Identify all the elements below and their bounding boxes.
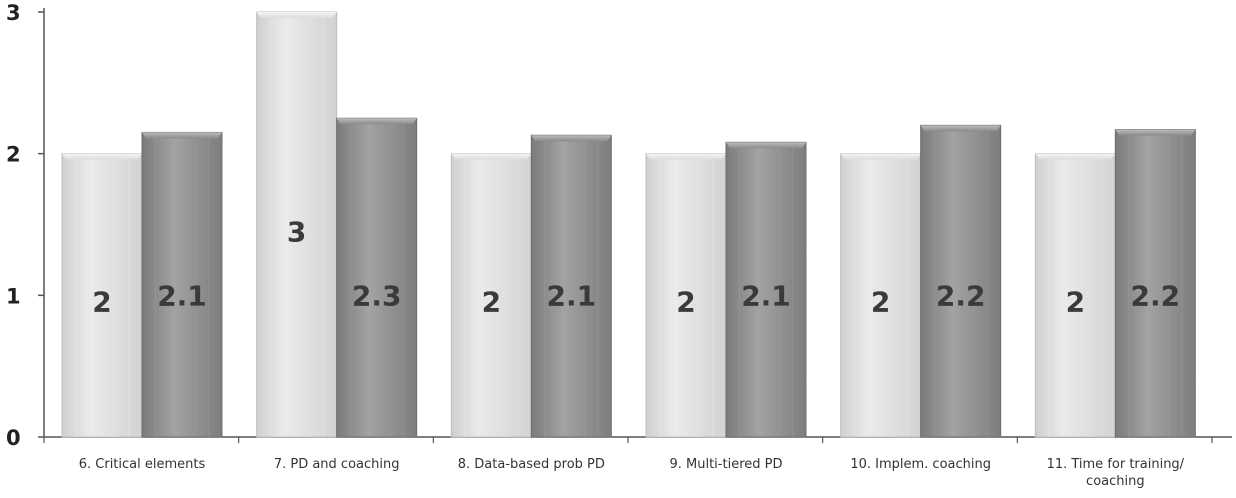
data-label: 2 xyxy=(676,285,695,318)
labels: 2 2.1 6. Critical elements 3 2.3 7. PD and co… xyxy=(79,215,1185,489)
bar-top-bevel xyxy=(1035,153,1116,160)
category-label: 10. Implem. coaching xyxy=(850,457,991,472)
bar-top-bevel xyxy=(531,135,612,142)
data-label: 2 xyxy=(1066,285,1085,318)
bar-top-bevel xyxy=(62,153,142,160)
data-label: 2.1 xyxy=(547,279,597,312)
data-label: 2.2 xyxy=(1131,279,1181,312)
y-tick-label: 0 xyxy=(6,426,21,450)
data-label: 3 xyxy=(287,215,306,248)
bar-top-bevel xyxy=(142,132,222,139)
category-label: 7. PD and coaching xyxy=(274,457,400,472)
axes: 0 1 2 3 xyxy=(6,1,1232,450)
data-label: 2.1 xyxy=(741,279,791,312)
data-label: 2 xyxy=(92,285,111,318)
bar-top-bevel xyxy=(1115,129,1196,136)
data-label: 2.2 xyxy=(936,279,986,312)
bar-top-bevel xyxy=(726,142,806,149)
y-tick-label: 1 xyxy=(6,284,21,308)
bar-top-bevel xyxy=(646,153,726,160)
category-label: coaching xyxy=(1086,474,1145,489)
category-label: 11. Time for training/ xyxy=(1047,457,1185,472)
bar-top-bevel xyxy=(920,125,1001,132)
category-label: 9. Multi-tiered PD xyxy=(669,457,782,472)
bars xyxy=(61,11,1196,438)
bar-top-bevel xyxy=(451,153,532,160)
bar-top-bevel xyxy=(840,153,921,160)
data-label: 2 xyxy=(871,285,890,318)
data-label: 2 xyxy=(482,285,501,318)
y-tick-label: 3 xyxy=(6,1,21,25)
y-tick-label: 2 xyxy=(6,143,21,167)
bar-top-bevel xyxy=(256,12,337,18)
data-label: 2.1 xyxy=(157,279,207,312)
category-label: 6. Critical elements xyxy=(79,457,206,472)
bar-top-bevel xyxy=(336,118,417,125)
category-label: 8. Data-based prob PD xyxy=(458,457,605,472)
data-label: 2.3 xyxy=(352,279,402,312)
